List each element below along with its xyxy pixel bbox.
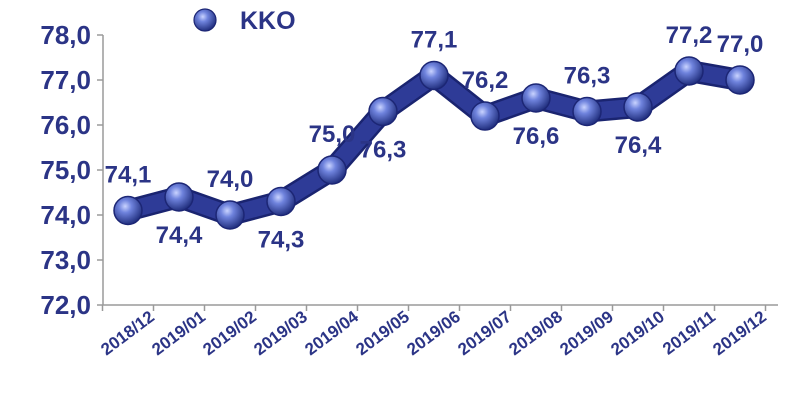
marker-layer bbox=[113, 56, 755, 230]
data-point-marker bbox=[368, 96, 398, 127]
data-point-marker bbox=[572, 96, 602, 127]
data-point-marker bbox=[113, 195, 143, 226]
data-label: 74,1 bbox=[105, 162, 152, 189]
data-point-marker bbox=[419, 60, 449, 91]
data-point-marker bbox=[674, 56, 704, 86]
x-tick-label: 2019/05 bbox=[352, 307, 413, 359]
y-tick-label: 74,0 bbox=[40, 200, 91, 230]
x-tick-label: 2019/11 bbox=[659, 307, 719, 359]
data-label: 76,4 bbox=[615, 132, 662, 159]
data-label: 77,2 bbox=[666, 22, 713, 49]
x-tick-label: 2019/09 bbox=[556, 307, 617, 359]
data-label: 76,3 bbox=[564, 63, 611, 90]
y-tick-label: 78,0 bbox=[40, 20, 91, 50]
x-tick-label: 2019/06 bbox=[403, 307, 464, 359]
data-point-marker bbox=[164, 182, 194, 212]
data-label: 76,3 bbox=[360, 137, 407, 164]
data-label: 74,4 bbox=[156, 222, 203, 249]
data-label-layer: 74,174,474,074,375,076,377,176,276,676,3… bbox=[105, 22, 764, 254]
data-point-marker bbox=[317, 155, 347, 185]
x-tick-label: 2019/07 bbox=[454, 307, 515, 359]
data-label: 74,0 bbox=[207, 166, 254, 193]
x-tick-label: 2018/12 bbox=[97, 307, 158, 359]
y-tick-label: 75,0 bbox=[40, 155, 91, 185]
data-label: 76,6 bbox=[513, 123, 560, 150]
data-label: 75,0 bbox=[309, 121, 356, 148]
axes: 72,073,074,075,076,077,078,02018/122019/… bbox=[40, 20, 778, 359]
x-tick-label: 2019/04 bbox=[301, 307, 362, 359]
data-label: 76,2 bbox=[462, 67, 509, 94]
x-tick-label: 2019/02 bbox=[199, 307, 260, 359]
data-label: 74,3 bbox=[258, 227, 305, 254]
x-tick-label: 2019/01 bbox=[148, 307, 209, 359]
x-tick-label: 2019/08 bbox=[505, 307, 566, 359]
data-point-marker bbox=[521, 83, 551, 113]
x-tick-label: 2019/03 bbox=[250, 307, 311, 359]
x-tick-label: 2019/12 bbox=[709, 307, 770, 359]
data-label: 77,0 bbox=[717, 31, 764, 58]
legend-label: KKO bbox=[240, 7, 296, 35]
y-tick-label: 77,0 bbox=[40, 65, 91, 95]
y-tick-label: 76,0 bbox=[40, 110, 91, 140]
data-point-marker bbox=[725, 65, 755, 95]
data-point-marker bbox=[623, 92, 653, 122]
x-tick-label: 2019/10 bbox=[607, 307, 668, 359]
y-tick-label: 72,0 bbox=[40, 290, 91, 320]
y-tick-label: 73,0 bbox=[40, 245, 91, 275]
data-point-marker bbox=[266, 186, 296, 217]
legend-marker-swatch bbox=[193, 8, 217, 32]
legend: KKO bbox=[171, 7, 296, 35]
data-label: 77,1 bbox=[411, 27, 458, 54]
data-point-marker bbox=[215, 200, 245, 230]
data-point-marker bbox=[470, 101, 500, 131]
